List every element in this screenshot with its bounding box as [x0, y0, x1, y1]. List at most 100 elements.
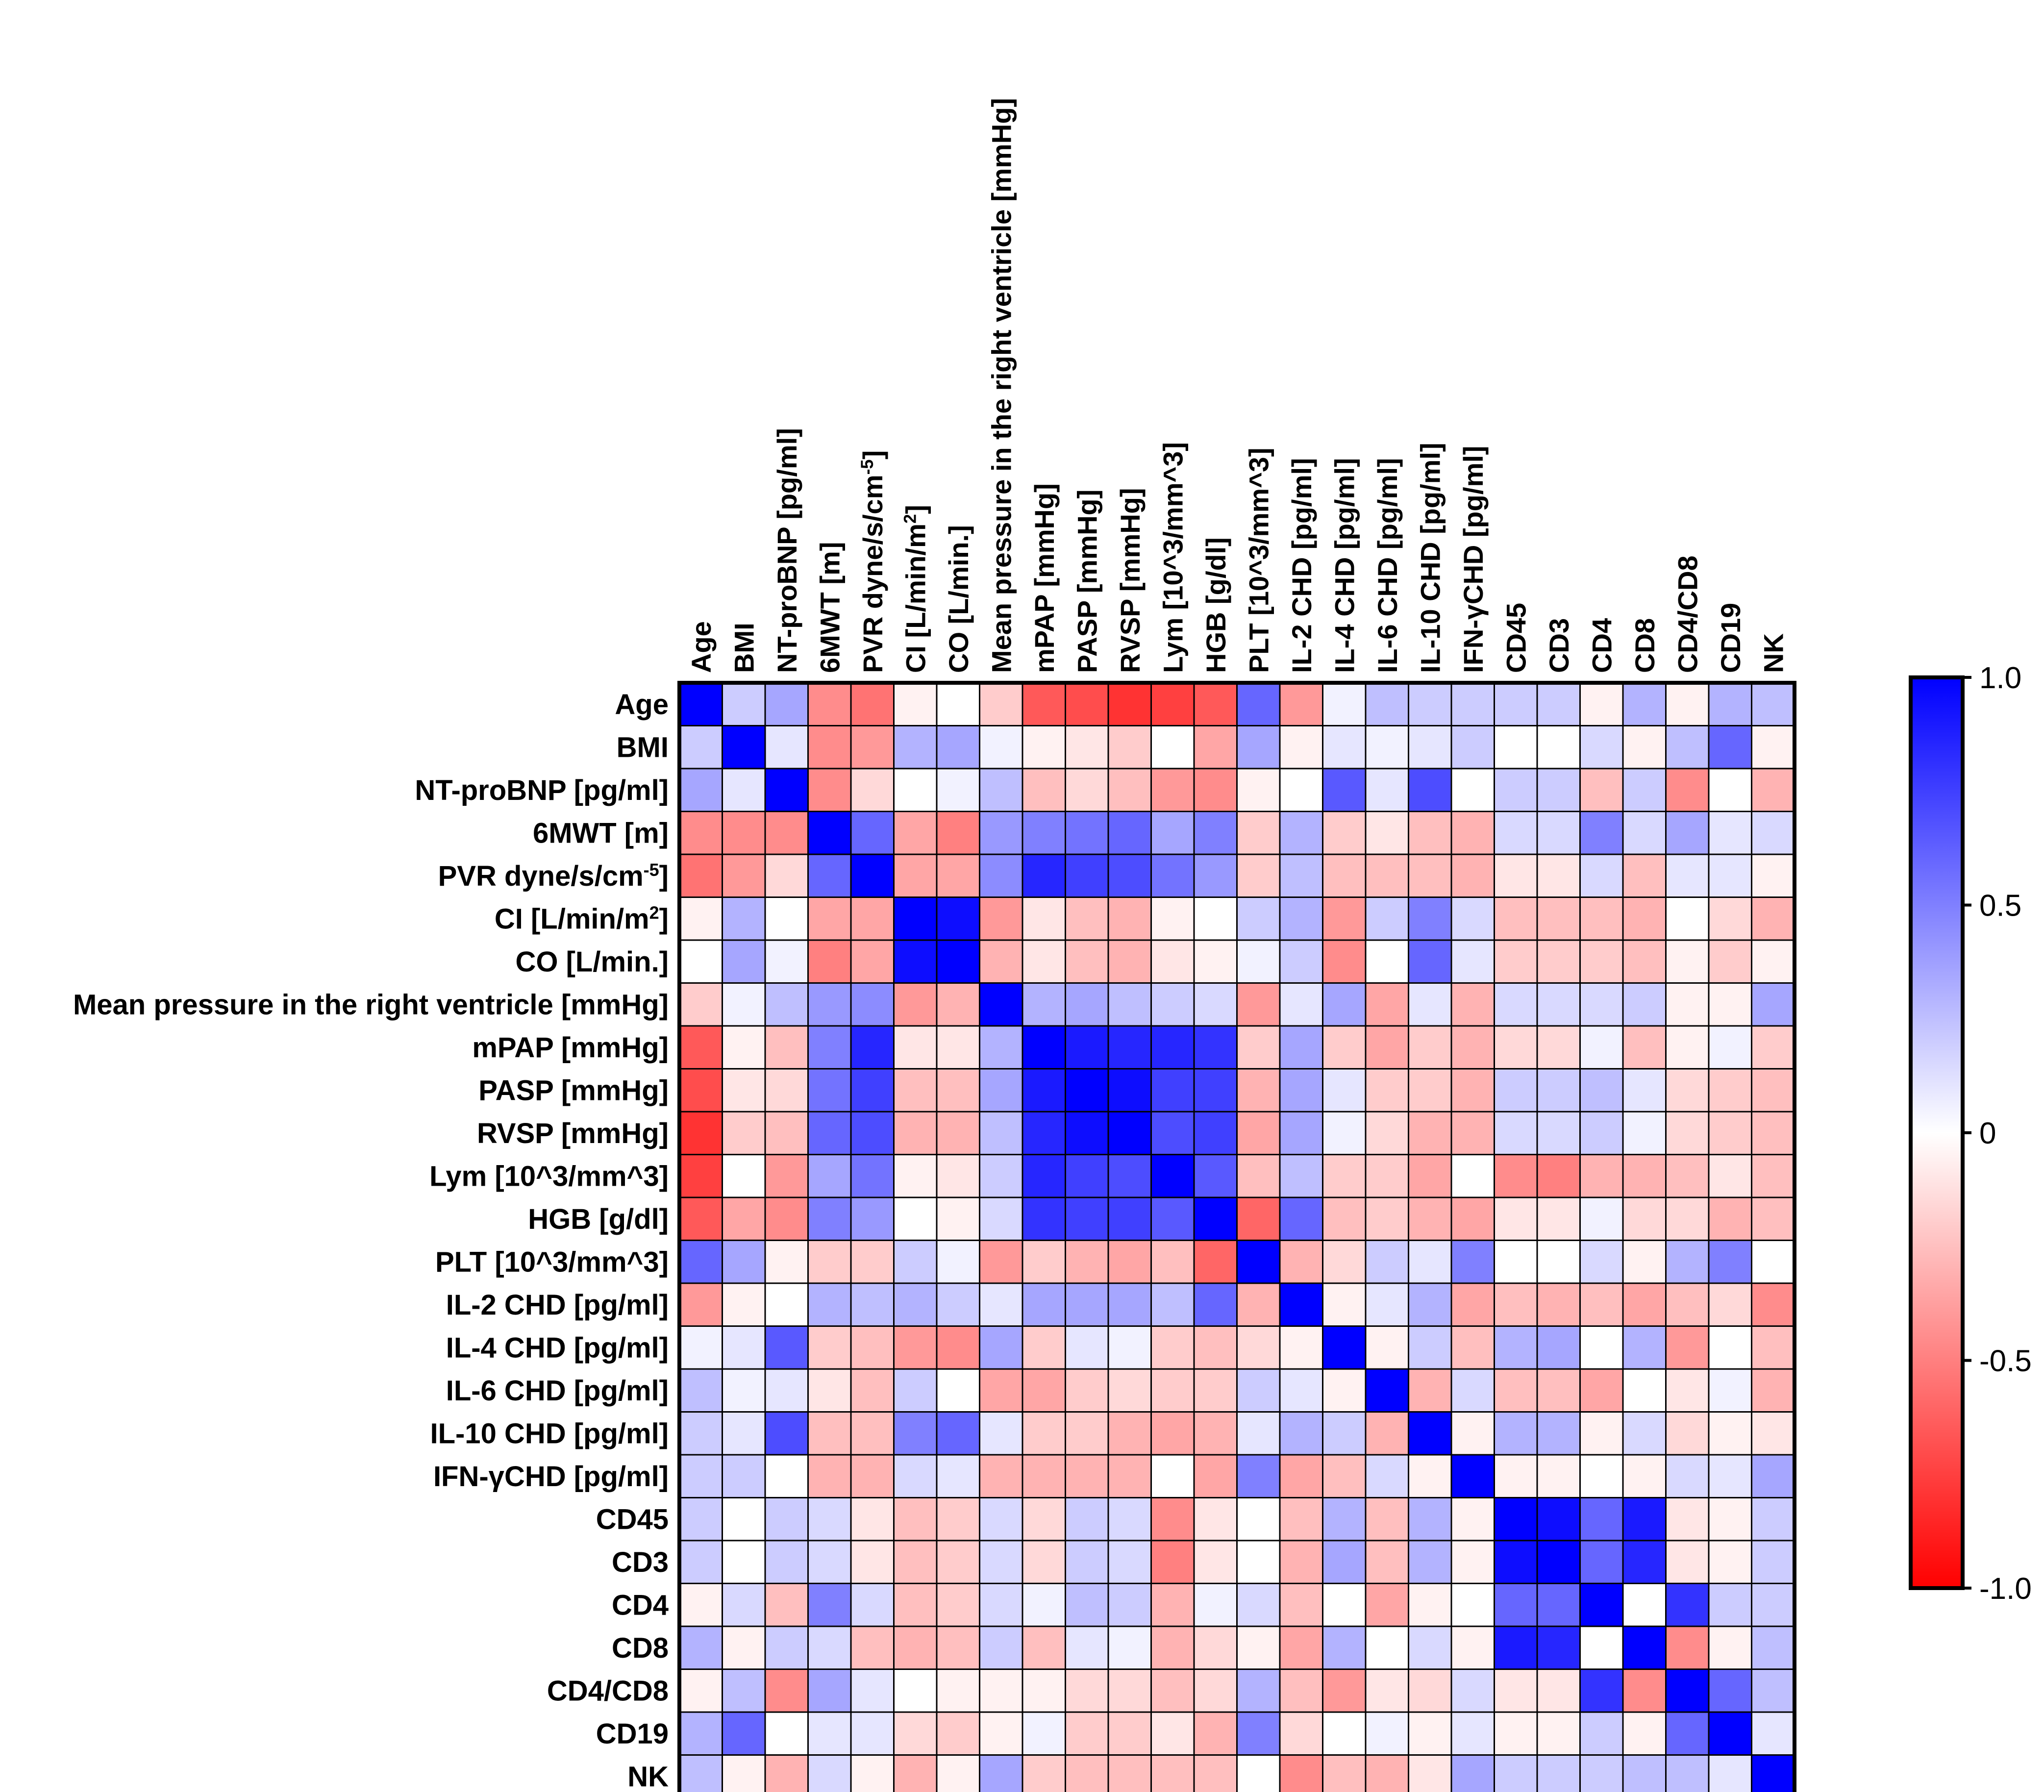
heatmap-cell-r24-c17 [1408, 1711, 1452, 1756]
heatmap-cell-r2-c14 [1279, 768, 1323, 812]
heatmap-cell-r14-c0 [678, 1282, 723, 1327]
heatmap-cell-r9-c11 [1150, 1068, 1195, 1113]
heatmap-cell-r4-c12 [1193, 853, 1238, 898]
heatmap-cell-r2-c11 [1150, 768, 1195, 812]
heatmap-cell-r1-c18 [1450, 725, 1495, 770]
heatmap-cell-r9-c10 [1107, 1068, 1152, 1113]
heatmap-cell-r25-c4 [850, 1754, 895, 1792]
heatmap-cell-r3-c2 [764, 811, 809, 855]
heatmap-cell-r3-c8 [1022, 811, 1066, 855]
heatmap-cell-r23-c25 [1751, 1668, 1795, 1713]
heatmap-cell-r23-c15 [1322, 1668, 1367, 1713]
heatmap-cell-r0-c21 [1579, 682, 1624, 726]
heatmap-cell-r8-c13 [1236, 1025, 1281, 1070]
heatmap-cell-r11-c15 [1322, 1154, 1367, 1198]
heatmap-cell-r13-c5 [893, 1240, 938, 1284]
heatmap-cell-r23-c0 [678, 1668, 723, 1713]
heatmap-cell-r13-c18 [1450, 1240, 1495, 1284]
heatmap-cell-r8-c11 [1150, 1025, 1195, 1070]
x-label-cd4-cd8: CD4/CD8 [1672, 555, 1703, 673]
heatmap-cell-r5-c4 [850, 896, 895, 941]
heatmap-cell-r0-c4 [850, 682, 895, 726]
heatmap-cell-r23-c24 [1708, 1668, 1752, 1713]
heatmap-cell-r4-c23 [1665, 853, 1710, 898]
heatmap-cell-r13-c15 [1322, 1240, 1367, 1284]
x-label-il-10-chd-pg-ml: IL-10 CHD [pg/ml] [1415, 443, 1446, 673]
heatmap-cell-r13-c24 [1708, 1240, 1752, 1284]
heatmap-cell-r7-c19 [1494, 982, 1538, 1027]
heatmap-cell-r14-c18 [1450, 1282, 1495, 1327]
heatmap-cell-r12-c22 [1622, 1196, 1667, 1241]
heatmap-cell-r11-c5 [893, 1154, 938, 1198]
heatmap-cell-r23-c22 [1622, 1668, 1667, 1713]
heatmap-cell-r12-c4 [850, 1196, 895, 1241]
heatmap-cell-r6-c3 [807, 939, 852, 984]
heatmap-cell-r13-c0 [678, 1240, 723, 1284]
heatmap-cell-r2-c25 [1751, 768, 1795, 812]
heatmap-cell-r2-c17 [1408, 768, 1452, 812]
heatmap-cell-r15-c24 [1708, 1325, 1752, 1370]
heatmap-cell-r5-c10 [1107, 896, 1152, 941]
y-label-co-l-min: CO [L/min.] [515, 946, 669, 978]
heatmap-cell-r1-c24 [1708, 725, 1752, 770]
heatmap-cell-r13-c16 [1365, 1240, 1409, 1284]
heatmap-cell-r4-c24 [1708, 853, 1752, 898]
heatmap-cell-r21-c18 [1450, 1583, 1495, 1627]
heatmap-cell-r9-c20 [1536, 1068, 1581, 1113]
heatmap-cell-r1-c16 [1365, 725, 1409, 770]
heatmap-cell-r13-c4 [850, 1240, 895, 1284]
heatmap-cell-r17-c24 [1708, 1411, 1752, 1456]
heatmap-cell-r7-c22 [1622, 982, 1667, 1027]
heatmap-cell-r23-c23 [1665, 1668, 1710, 1713]
heatmap-cell-r9-c21 [1579, 1068, 1624, 1113]
heatmap-cell-r5-c7 [979, 896, 1023, 941]
heatmap-cell-r8-c17 [1408, 1025, 1452, 1070]
heatmap-cell-r19-c21 [1579, 1497, 1624, 1542]
heatmap-cell-r17-c10 [1107, 1411, 1152, 1456]
heatmap-cell-r12-c14 [1279, 1196, 1323, 1241]
heatmap-cell-r17-c6 [936, 1411, 980, 1456]
heatmap-cell-r21-c12 [1193, 1583, 1238, 1627]
heatmap-cell-r13-c25 [1751, 1240, 1795, 1284]
heatmap-cell-r1-c15 [1322, 725, 1367, 770]
heatmap-cell-r11-c14 [1279, 1154, 1323, 1198]
y-label-nt-probnp-pg-ml: NT-proBNP [pg/ml] [415, 774, 669, 806]
heatmap-cell-r0-c19 [1494, 682, 1538, 726]
heatmap-cell-r13-c22 [1622, 1240, 1667, 1284]
heatmap-cell-r11-c21 [1579, 1154, 1624, 1198]
heatmap-cell-r4-c9 [1065, 853, 1109, 898]
heatmap-cell-r14-c9 [1065, 1282, 1109, 1327]
heatmap-cell-r18-c19 [1494, 1454, 1538, 1498]
heatmap-cell-r10-c25 [1751, 1111, 1795, 1155]
heatmap-cell-r7-c20 [1536, 982, 1581, 1027]
heatmap-cell-r1-c9 [1065, 725, 1109, 770]
heatmap-cell-r22-c13 [1236, 1625, 1281, 1670]
heatmap-cell-r21-c0 [678, 1583, 723, 1627]
heatmap-cell-r7-c17 [1408, 982, 1452, 1027]
heatmap-cell-r11-c10 [1107, 1154, 1152, 1198]
heatmap-cell-r8-c16 [1365, 1025, 1409, 1070]
heatmap-cell-r10-c23 [1665, 1111, 1710, 1155]
heatmap-cell-r15-c17 [1408, 1325, 1452, 1370]
y-label-cd8: CD8 [612, 1632, 669, 1664]
colorbar-tick-label: 0.5 [1979, 889, 2021, 923]
x-label-lym-10-3-mm-3: Lym [10^3/mm^3] [1157, 442, 1188, 673]
heatmap-cell-r11-c24 [1708, 1154, 1752, 1198]
heatmap-cell-r4-c11 [1150, 853, 1195, 898]
heatmap-cell-r2-c2 [764, 768, 809, 812]
heatmap-cell-r18-c21 [1579, 1454, 1624, 1498]
heatmap-cell-r16-c16 [1365, 1368, 1409, 1413]
heatmap-cell-r17-c25 [1751, 1411, 1795, 1456]
heatmap-cell-r4-c7 [979, 853, 1023, 898]
y-label-bmi: BMI [617, 731, 669, 763]
heatmap-cell-r9-c0 [678, 1068, 723, 1113]
heatmap-cell-r20-c3 [807, 1540, 852, 1584]
heatmap-cell-r17-c20 [1536, 1411, 1581, 1456]
heatmap-cell-r0-c7 [979, 682, 1023, 726]
heatmap-cell-r3-c23 [1665, 811, 1710, 855]
heatmap-cell-r21-c19 [1494, 1583, 1538, 1627]
heatmap-cell-r5-c20 [1536, 896, 1581, 941]
heatmap-cell-r24-c0 [678, 1711, 723, 1756]
heatmap-cell-r8-c5 [893, 1025, 938, 1070]
